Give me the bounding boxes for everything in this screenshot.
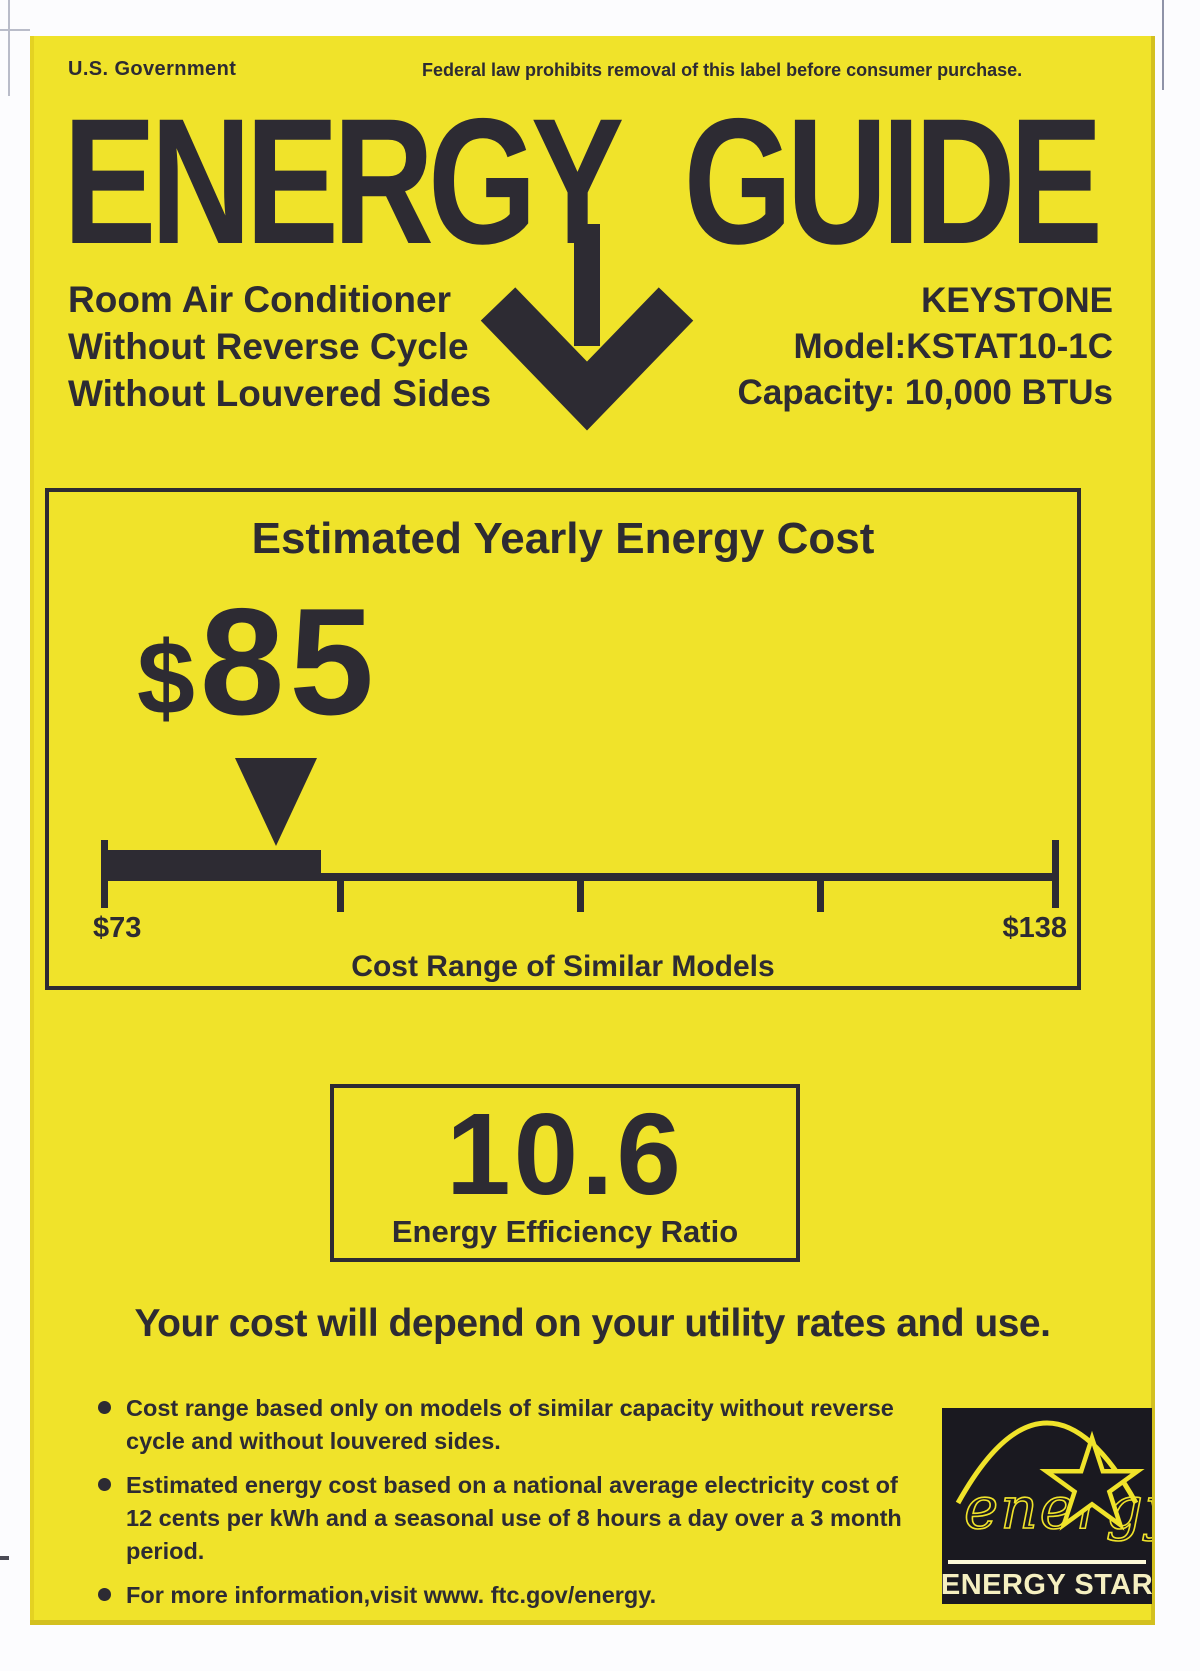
federal-notice-text: Federal law prohibits removal of this la… [422, 60, 1023, 80]
scale-tick [337, 881, 344, 912]
scale-max-label: $138 [1002, 912, 1067, 944]
scale-filled-bar [104, 850, 321, 873]
energy-star-script: energy [964, 1474, 1152, 1542]
appliance-description: Room Air Conditioner Without Reverse Cyc… [68, 276, 491, 417]
yearly-cost-box: Estimated Yearly Energy Cost $85 $73 $13… [45, 488, 1081, 990]
energy-star-logo: energy ENERGY STAR [942, 1408, 1152, 1604]
scale-right-cap [1052, 840, 1059, 908]
appliance-line: Without Reverse Cycle [68, 326, 469, 367]
energyguide-label: U.S. Government Federal law prohibits re… [30, 36, 1155, 1625]
energy-star-divider [948, 1560, 1146, 1564]
cost-disclaimer-headline: Your cost will depend on your utility ra… [134, 1302, 1051, 1345]
footnote-text: Estimated energy cost based on a nationa… [126, 1472, 902, 1564]
brand-name: KEYSTONE [921, 281, 1113, 320]
scan-artifact-line [0, 29, 30, 31]
eer-caption: Energy Efficiency Ratio [391, 1214, 739, 1249]
down-arrow-icon [480, 224, 694, 431]
scale-tick [817, 881, 824, 912]
scale-left-cap [101, 840, 108, 908]
scale-caption: Cost Range of Similar Models [351, 950, 775, 983]
energy-star-arc [955, 1420, 1139, 1505]
scale-min-label: $73 [93, 912, 142, 944]
footnote-text: For more information,visit www. ftc.gov/… [126, 1582, 657, 1608]
footnote-item: Cost range based only on models of simil… [98, 1392, 902, 1458]
dollar-sign: $ [137, 621, 200, 737]
energy-star-star-icon [1039, 1430, 1145, 1531]
footnote-list: Cost range based only on models of simil… [98, 1392, 902, 1623]
logo-word-energy: ENERGY [63, 80, 624, 282]
footnote-item: For more information,visit www. ftc.gov/… [98, 1579, 902, 1612]
scale-pointer-icon [235, 758, 317, 846]
cost-amount: 85 [199, 577, 379, 747]
model-number: Model:KSTAT10-1C [793, 327, 1113, 366]
footnote-item: Estimated energy cost based on a nationa… [98, 1469, 902, 1568]
cost-range-scale [101, 758, 1059, 912]
logo-word-guide: GUIDE [683, 80, 1103, 282]
cost-box-title: Estimated Yearly Energy Cost [251, 514, 875, 563]
yearly-cost-value: $85 [137, 586, 374, 738]
footnote-text: Cost range based only on models of simil… [126, 1395, 894, 1454]
eer-value: 10.6 [446, 1089, 684, 1219]
product-info: KEYSTONE Model:KSTAT10-1C Capacity: 10,0… [738, 278, 1113, 416]
bullet-icon [98, 1588, 111, 1601]
appliance-line: Without Louvered Sides [68, 373, 492, 414]
scale-tick [577, 881, 584, 912]
capacity-value: Capacity: 10,000 BTUs [737, 373, 1113, 412]
bullet-icon [98, 1478, 111, 1491]
us-government-text: U.S. Government [68, 58, 237, 80]
scan-artifact-mark [0, 1556, 9, 1560]
bullet-icon [98, 1401, 111, 1414]
energyguide-logo: ENERGY GUIDE [63, 80, 1103, 282]
scan-artifact-line [8, 0, 10, 96]
appliance-line: Room Air Conditioner [68, 279, 451, 320]
scale-axis-line [101, 873, 1059, 881]
scan-artifact-line [1162, 0, 1164, 90]
eer-box: 10.6 Energy Efficiency Ratio [330, 1084, 800, 1262]
energy-star-wordmark: ENERGY STAR [942, 1569, 1152, 1601]
